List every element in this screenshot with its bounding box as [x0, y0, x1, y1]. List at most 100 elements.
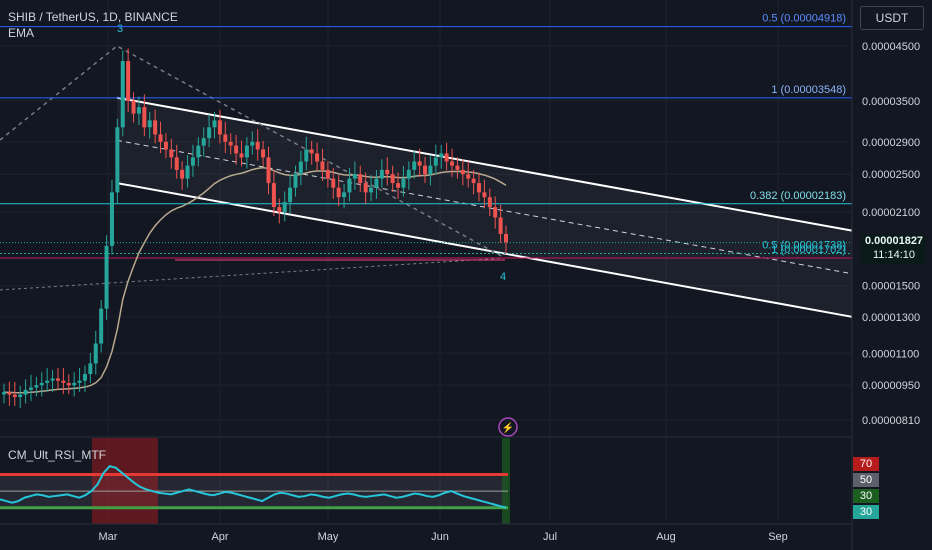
candle-body	[88, 363, 93, 375]
candle-body	[342, 192, 347, 198]
last-price-tag: 0.00001827 11:14:10	[862, 234, 926, 264]
candle-body	[331, 178, 336, 188]
candle-body	[12, 394, 17, 398]
candle-body	[282, 202, 287, 213]
candle-body	[28, 387, 33, 390]
time-tick-label: Apr	[211, 531, 228, 543]
candle-body	[174, 157, 179, 170]
rsi-level-30: 30	[853, 489, 879, 503]
candle-body	[320, 161, 325, 170]
wave-label-3: 3	[117, 23, 123, 35]
candle-body	[379, 169, 384, 179]
candle-body	[466, 174, 471, 179]
candle-body	[45, 380, 50, 383]
candle-body	[406, 169, 411, 179]
candle-body	[266, 157, 271, 184]
candle-body	[136, 107, 141, 114]
candle-body	[471, 178, 476, 184]
rsi-title[interactable]: CM_Ult_RSI_MTF	[8, 448, 107, 462]
candle-body	[460, 169, 465, 175]
indicator-label[interactable]: EMA	[8, 26, 35, 40]
rsi-line	[0, 465, 507, 509]
time-tick-label: Aug	[656, 531, 676, 543]
rsi-current-value: 30	[853, 505, 879, 519]
candle-body	[126, 61, 131, 101]
candle-body	[396, 183, 401, 188]
candle-body	[77, 380, 82, 383]
candle-body	[228, 141, 233, 146]
rsi-level-70: 70	[853, 457, 879, 471]
fib-label: 0.382 (0.00002183)	[750, 190, 846, 202]
price-tick-label: 0.00003500	[862, 96, 920, 108]
symbol-title: SHIB / TetherUS, 1D, BINANCE	[8, 10, 178, 24]
time-tick-label: Mar	[99, 531, 118, 543]
candle-body	[93, 343, 98, 364]
candle-body	[477, 183, 482, 193]
candle-body	[104, 245, 109, 309]
candle-body	[34, 385, 39, 388]
currency-button[interactable]: USDT	[860, 6, 924, 30]
candle-body	[18, 394, 23, 398]
candle-body	[120, 61, 125, 128]
candle-body	[498, 217, 503, 235]
candle-body	[325, 169, 330, 179]
candle-body	[196, 145, 201, 158]
candle-body	[450, 161, 455, 166]
price-tick-label: 0.00001500	[862, 281, 920, 293]
candle-body	[374, 178, 379, 188]
ema-curve	[3, 166, 507, 394]
candle-body	[153, 120, 158, 135]
price-tick-label: 0.00004500	[862, 41, 920, 53]
candle-body	[261, 149, 266, 158]
price-tick-label: 0.00002900	[862, 137, 920, 149]
candle-body	[207, 127, 212, 139]
candle-body	[433, 157, 438, 166]
candle-body	[82, 374, 87, 381]
candle-body	[109, 192, 114, 246]
last-price: 0.00001827	[864, 235, 924, 247]
time-tick-label: Jul	[543, 531, 557, 543]
candle-body	[239, 153, 244, 158]
fib-levels: 0.5 (0.00004918) 1 (0.00003548) 0.382 (0.0…	[0, 13, 852, 259]
wave-base-line	[0, 257, 506, 291]
candle-body	[444, 153, 449, 162]
candle-body	[158, 134, 163, 142]
candle-body	[309, 149, 314, 154]
candle-body	[482, 192, 487, 198]
fib-label: 1 (0.00003548)	[771, 84, 846, 96]
candle-body	[7, 392, 12, 395]
candle-body	[428, 165, 433, 175]
candle-body	[412, 161, 417, 170]
candle-body	[277, 207, 282, 213]
candle-body	[50, 378, 55, 381]
candle-body	[493, 207, 498, 218]
channel-upper	[116, 96, 853, 232]
candle-body	[169, 149, 174, 158]
candle-body	[352, 174, 357, 179]
candle-body	[358, 174, 363, 184]
candle-body	[55, 378, 60, 381]
price-tick-label: 0.00002500	[862, 169, 920, 181]
candle-body	[180, 169, 185, 179]
rsi-level-50: 50	[853, 473, 879, 487]
candle-body	[39, 382, 44, 386]
countdown: 11:14:10	[872, 249, 915, 261]
candle-body	[336, 187, 341, 198]
candle-body	[244, 145, 249, 158]
candle-body	[298, 161, 303, 175]
candle-body	[61, 380, 66, 383]
candle-body	[401, 178, 406, 188]
candle-body	[163, 141, 168, 150]
candle-body	[255, 141, 260, 150]
candle-body	[417, 161, 422, 166]
lightning-icon: ⚡	[502, 421, 514, 434]
candle-body	[250, 141, 255, 146]
price-tick-label: 0.00001300	[862, 312, 920, 324]
fib-label: 0.5 (0.00004918)	[762, 13, 846, 25]
candle-body	[212, 120, 217, 128]
candle-body	[2, 392, 6, 395]
candle-body	[72, 382, 77, 386]
candles	[2, 48, 508, 409]
